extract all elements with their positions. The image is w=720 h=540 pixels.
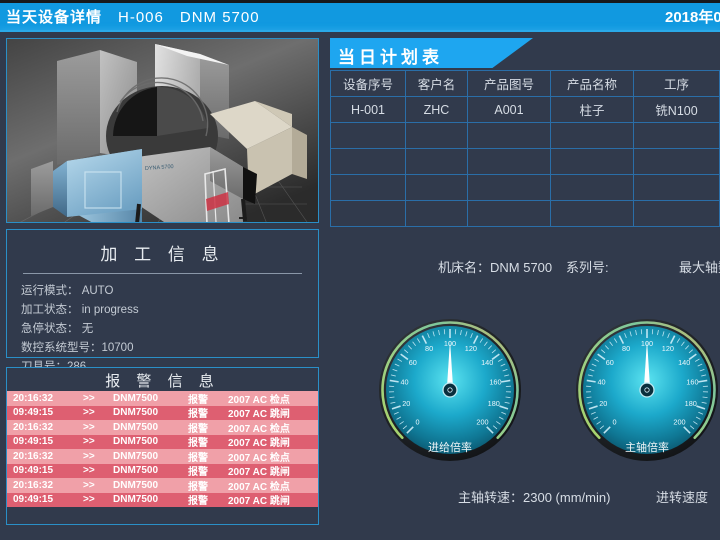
svg-text:主轴倍率: 主轴倍率	[625, 440, 669, 454]
svg-text:140: 140	[678, 358, 690, 367]
svg-text:40: 40	[598, 378, 606, 387]
svg-text:20: 20	[402, 399, 410, 408]
svg-text:160: 160	[489, 378, 501, 387]
svg-text:0: 0	[415, 417, 419, 426]
svg-text:120: 120	[465, 344, 477, 353]
svg-text:120: 120	[662, 344, 674, 353]
svg-text:进给倍率: 进给倍率	[428, 440, 472, 454]
svg-text:180: 180	[685, 399, 697, 408]
svg-text:40: 40	[401, 378, 409, 387]
svg-text:20: 20	[599, 399, 607, 408]
svg-text:140: 140	[481, 358, 493, 367]
svg-text:80: 80	[425, 344, 433, 353]
svg-text:0: 0	[612, 417, 616, 426]
svg-text:160: 160	[686, 378, 698, 387]
svg-text:180: 180	[488, 399, 500, 408]
svg-text:60: 60	[606, 358, 614, 367]
svg-text:200: 200	[673, 417, 685, 426]
svg-text:60: 60	[409, 358, 417, 367]
svg-text:200: 200	[476, 417, 488, 426]
svg-text:80: 80	[622, 344, 630, 353]
